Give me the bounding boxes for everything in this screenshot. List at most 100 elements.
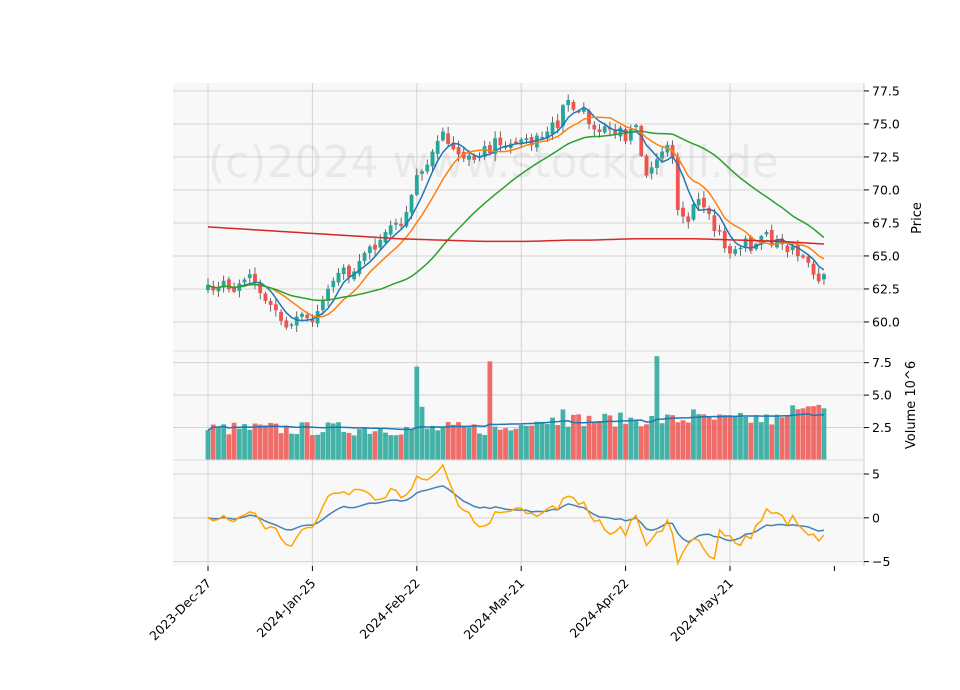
candle (717, 230, 722, 232)
volume-bar (210, 424, 216, 460)
candle (399, 223, 404, 226)
volume-bar (268, 422, 274, 460)
volume-bar (487, 361, 493, 460)
volume-bar (289, 433, 294, 460)
volume-bar (456, 422, 461, 460)
candle (226, 279, 231, 290)
volume-bar (367, 433, 373, 460)
volume-bar (226, 434, 232, 460)
volume-bar (628, 417, 634, 460)
volume-bar (216, 426, 221, 460)
candle (555, 120, 560, 129)
volume-bar (309, 435, 315, 460)
volume-bar (336, 422, 341, 460)
candle (279, 311, 283, 321)
volume-bar (534, 421, 540, 460)
candle (519, 139, 524, 143)
volume-bar (330, 423, 336, 460)
candle (628, 129, 633, 141)
moving-average-5 (207, 106, 825, 322)
candle (435, 140, 440, 154)
volume-bar (748, 422, 754, 460)
candle (420, 171, 424, 174)
candle (409, 195, 414, 213)
volume-bar (346, 433, 352, 460)
volume-bar (283, 425, 289, 460)
price-tick-label: 65.0 (872, 248, 900, 263)
candle (305, 314, 310, 319)
candle (253, 273, 257, 283)
volume-bar (503, 428, 508, 460)
candle (801, 255, 805, 258)
volume-bar (477, 433, 482, 460)
volume-bar (586, 415, 592, 460)
candle (524, 138, 529, 140)
volume-bar (602, 413, 608, 460)
candle (811, 263, 816, 275)
candle (634, 125, 638, 128)
volume-tick-label: 2.5 (872, 420, 892, 435)
indicator-panel (207, 463, 825, 566)
volume-bar (231, 422, 237, 460)
volume-bar (518, 425, 524, 460)
candle (300, 313, 304, 317)
candle (482, 146, 487, 157)
candle (790, 246, 795, 251)
candle (769, 229, 774, 246)
volume-bar (325, 422, 331, 460)
volume-bar (743, 416, 749, 460)
candle (540, 136, 544, 139)
volume-bar (649, 415, 655, 460)
volume-bar (471, 424, 477, 460)
volume-bar (524, 425, 529, 460)
volume-bar (785, 415, 790, 460)
candle (514, 141, 518, 143)
volume-bar (508, 430, 514, 460)
volume-bar (362, 427, 368, 460)
candle (362, 253, 367, 261)
price-tick-label: 67.5 (872, 215, 900, 230)
volume-panel (205, 356, 827, 460)
volume-bar (795, 409, 801, 460)
candle (597, 129, 602, 133)
volume-bar (764, 414, 769, 460)
candle (294, 316, 299, 326)
volume-bar (304, 422, 310, 460)
volume-bar (597, 421, 602, 460)
volume-bar (529, 425, 535, 460)
volume-bar (570, 414, 576, 460)
candle (336, 272, 341, 283)
candle (702, 197, 706, 208)
candle (534, 135, 539, 148)
volume-bar (576, 414, 582, 460)
volume-bar (722, 415, 728, 460)
candle (728, 246, 732, 254)
candle (581, 109, 586, 112)
volume-bar (294, 434, 300, 460)
volume-bar (461, 425, 467, 460)
volume-bar (466, 427, 472, 460)
candle (816, 273, 821, 282)
volume-axis-title: Volume 10^6 (904, 361, 919, 449)
indicator-panel-background (173, 460, 864, 566)
grid-lines (173, 83, 864, 566)
volume-bar (753, 416, 759, 460)
price-axis-title: Price (910, 202, 925, 234)
volume-bar (821, 408, 827, 460)
candle (681, 207, 685, 217)
candle (660, 151, 665, 159)
candle (394, 222, 398, 225)
volume-tick-label: 7.5 (872, 355, 892, 370)
volume-bar (654, 356, 660, 460)
candle (785, 245, 790, 253)
volume-bar (638, 426, 644, 460)
volume-bar (257, 424, 263, 460)
candle (430, 151, 435, 167)
candle (623, 129, 628, 142)
candle (764, 231, 769, 235)
volume-bar (409, 429, 414, 460)
indicator-line-1 (207, 485, 825, 543)
candle (467, 155, 471, 160)
volume-bar (701, 414, 707, 460)
volume-bar (732, 415, 738, 460)
